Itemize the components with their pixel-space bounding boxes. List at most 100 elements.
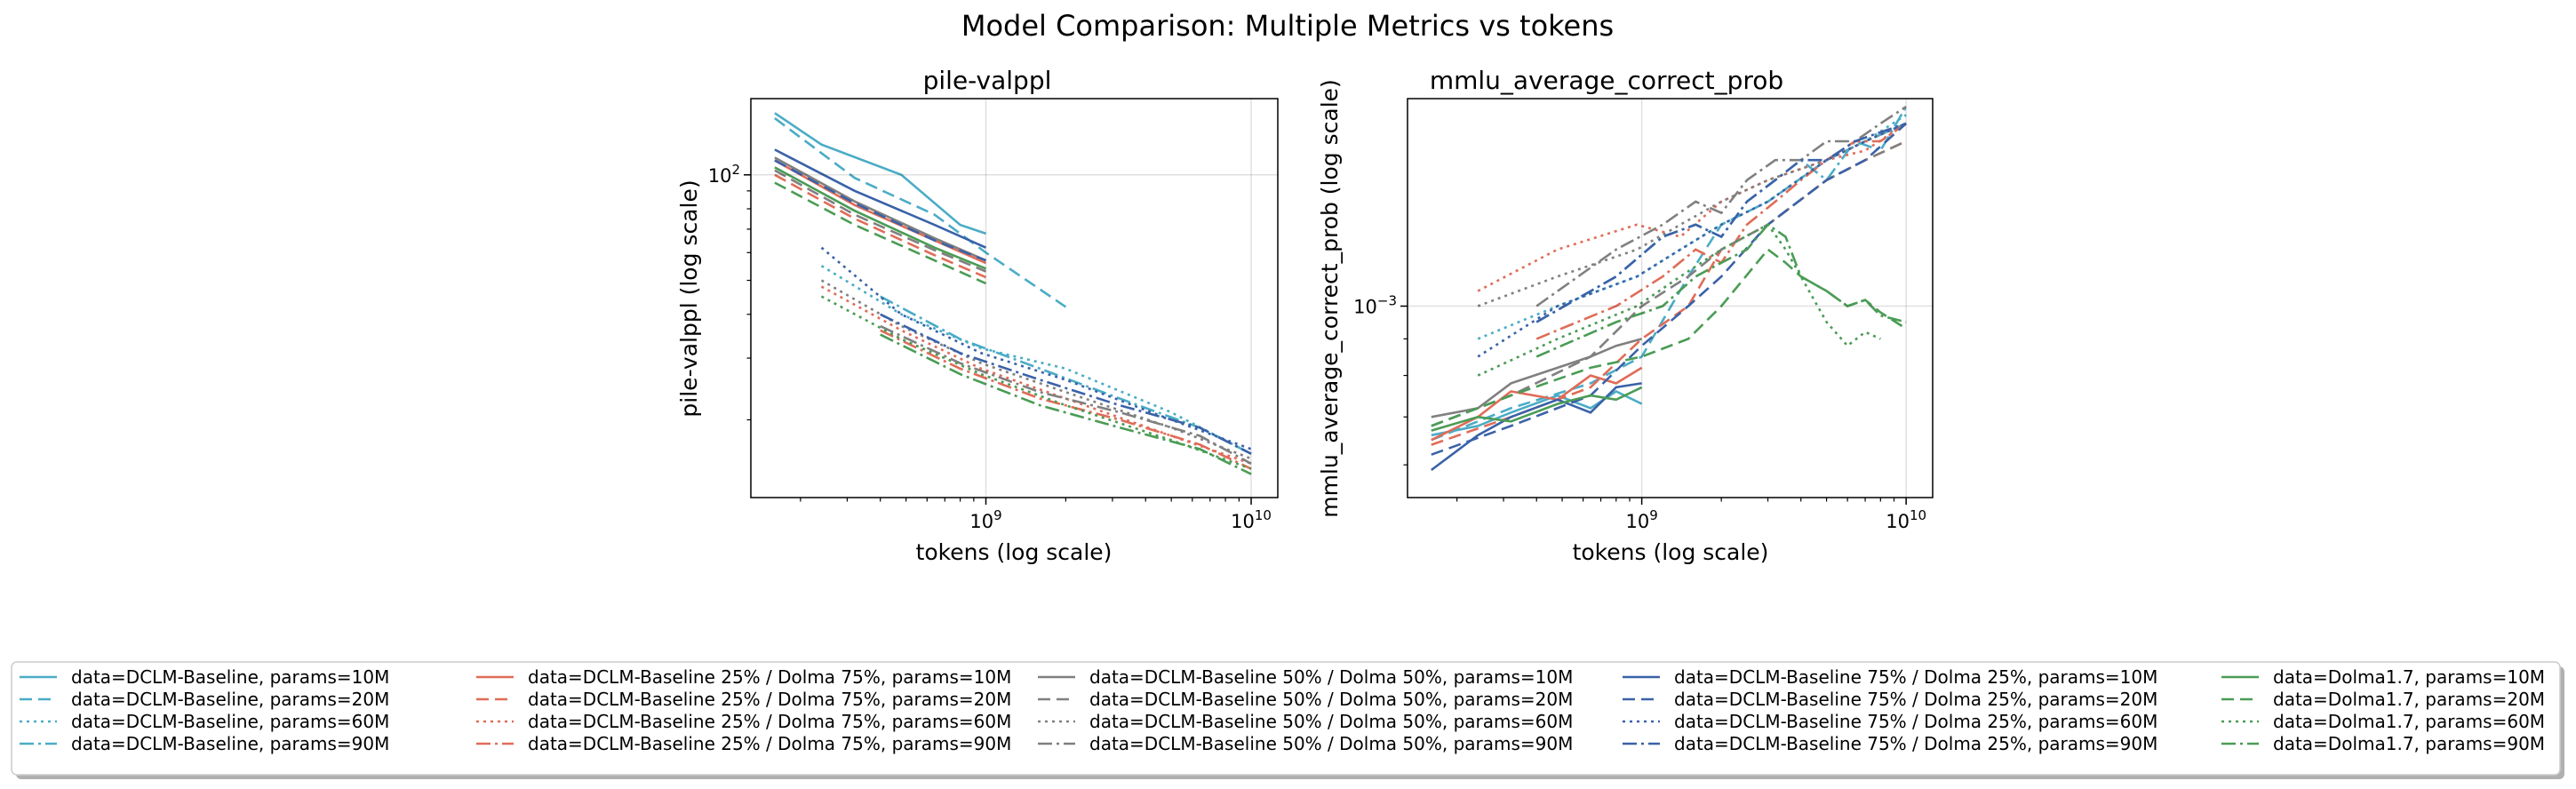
- legend-entry-dolma1-7-10m: data=Dolma1.7, params=10M: [2221, 666, 2545, 688]
- series-line-pile-valppl-dclm-baseline-60m: [820, 265, 1252, 455]
- legend-entry-dclm-baseline-25-dolma-75-90m: data=DCLM-Baseline 25% / Dolma 75%, para…: [476, 733, 1011, 754]
- legend-label: data=Dolma1.7, params=60M: [2273, 711, 2545, 732]
- series-line-pile-valppl-dclm-baseline-75-dolma-25-90m: [880, 313, 1252, 455]
- y-axis-label-mmlu-average-correct-prob: mmlu_average_correct_prob (log scale): [1317, 79, 1343, 518]
- y-tick-label: 102: [708, 162, 740, 187]
- series-line-pile-valppl-dclm-baseline-75-dolma-25-20m: [774, 159, 986, 262]
- legend-entry-dclm-baseline-75-dolma-25-10m: data=DCLM-Baseline 75% / Dolma 25%, para…: [1623, 666, 2157, 688]
- legend-entry-dclm-baseline-25-dolma-75-60m: data=DCLM-Baseline 25% / Dolma 75%, para…: [476, 711, 1011, 732]
- legend-entry-dclm-baseline-25-dolma-75-20m: data=DCLM-Baseline 25% / Dolma 75%, para…: [476, 689, 1011, 710]
- legend-label: data=DCLM-Baseline 50% / Dolma 50%, para…: [1089, 689, 1573, 710]
- legend-entry-dclm-baseline-50-dolma-50-90m: data=DCLM-Baseline 50% / Dolma 50%, para…: [1038, 733, 1573, 754]
- series-line-mmlu-average-correct-prob-dclm-baseline-50-dolma-50-10m: [1431, 338, 1642, 418]
- legend-entry-dolma1-7-20m: data=Dolma1.7, params=20M: [2221, 689, 2545, 710]
- x-tick-label: 109: [1625, 507, 1657, 532]
- legend-label: data=DCLM-Baseline 25% / Dolma 75%, para…: [528, 666, 1011, 688]
- legend-label: data=DCLM-Baseline 75% / Dolma 25%, para…: [1674, 689, 2157, 710]
- legend-entry-dclm-baseline-90m: data=DCLM-Baseline, params=90M: [20, 733, 389, 754]
- legend-entry-dclm-baseline-75-dolma-25-90m: data=DCLM-Baseline 75% / Dolma 25%, para…: [1623, 733, 2157, 754]
- figure-title: Model Comparison: Multiple Metrics vs to…: [961, 9, 1614, 43]
- x-tick-label: 1010: [1886, 507, 1926, 532]
- legend-label: data=DCLM-Baseline 75% / Dolma 25%, para…: [1674, 733, 2157, 754]
- grid-mmlu-average-correct-prob: [1408, 99, 1933, 498]
- series-line-pile-valppl-dclm-baseline-10m: [774, 112, 986, 235]
- series-line-mmlu-average-correct-prob-dclm-baseline-10m: [1431, 390, 1643, 437]
- y-axis-label-pile-valppl: pile-valppl (log scale): [676, 179, 702, 417]
- legend-entry-dolma1-7-60m: data=Dolma1.7, params=60M: [2221, 711, 2545, 732]
- series-line-pile-valppl-dolma1-7-10m: [774, 166, 986, 270]
- series-line-pile-valppl-dclm-baseline-20m: [774, 117, 1067, 308]
- legend-entry-dolma1-7-90m: data=Dolma1.7, params=90M: [2221, 733, 2545, 754]
- legend-label: data=DCLM-Baseline 25% / Dolma 75%, para…: [528, 733, 1011, 754]
- series-line-mmlu-average-correct-prob-dclm-baseline-50-dolma-50-90m: [1535, 106, 1907, 307]
- x-axis-label-mmlu-average-correct-prob: tokens (log scale): [1573, 539, 1769, 565]
- plot-area-mmlu-average-correct-prob: [1407, 98, 1934, 498]
- legend-label: data=Dolma1.7, params=10M: [2273, 666, 2545, 688]
- legend-label: data=DCLM-Baseline, params=60M: [71, 711, 389, 732]
- series-line-pile-valppl-dolma1-7-20m: [774, 181, 987, 285]
- x-axis-label-pile-valppl: tokens (log scale): [916, 539, 1113, 565]
- legend-entry-dclm-baseline-75-dolma-25-20m: data=DCLM-Baseline 75% / Dolma 25%, para…: [1623, 689, 2157, 710]
- grid-pile-valppl: [751, 99, 1278, 498]
- series-line-mmlu-average-correct-prob-dclm-baseline-50-dolma-50-60m: [1477, 122, 1907, 307]
- series-line-mmlu-average-correct-prob-dclm-baseline-75-dolma-25-20m: [1431, 123, 1907, 456]
- legend-label: data=DCLM-Baseline 50% / Dolma 50%, para…: [1089, 666, 1573, 688]
- legend-label: data=DCLM-Baseline, params=10M: [71, 666, 389, 688]
- x-tick-label: 109: [969, 507, 1001, 532]
- series-line-pile-valppl-dclm-baseline-90m: [880, 295, 1252, 455]
- ticks-mmlu-average-correct-prob: 109 1010 10−3: [1353, 293, 1926, 532]
- legend-entry-dclm-baseline-50-dolma-50-60m: data=DCLM-Baseline 50% / Dolma 50%, para…: [1038, 711, 1573, 732]
- series-line-pile-valppl-dclm-baseline-25-dolma-75-20m: [774, 173, 987, 279]
- legend-entry-dclm-baseline-20m: data=DCLM-Baseline, params=20M: [20, 689, 389, 710]
- series-line-mmlu-average-correct-prob-dclm-baseline-25-dolma-75-60m: [1477, 122, 1907, 292]
- legend-label: data=DCLM-Baseline 75% / Dolma 25%, para…: [1674, 666, 2157, 688]
- series-line-pile-valppl-dolma1-7-60m: [820, 295, 1252, 470]
- legend-label: data=DCLM-Baseline, params=90M: [71, 733, 389, 754]
- series-line-pile-valppl-dclm-baseline-50-dolma-50-20m: [774, 169, 986, 273]
- series-line-mmlu-average-correct-prob-dclm-baseline-25-dolma-75-90m: [1535, 122, 1907, 340]
- legend-entry-dclm-baseline-50-dolma-50-10m: data=DCLM-Baseline 50% / Dolma 50%, para…: [1038, 666, 1573, 688]
- panel-title-mmlu-average-correct-prob: mmlu_average_correct_prob: [1430, 66, 1783, 95]
- panel-title-pile-valppl: pile-valppl: [923, 66, 1052, 95]
- panel-pile-valppl: pile-valppl 109 1010 102 tokens (log scale…: [676, 66, 1279, 565]
- legend-entries: data=DCLM-Baseline, params=10Mdata=DCLM-…: [20, 666, 2545, 754]
- legend-box: [11, 661, 2561, 776]
- legend-label: data=DCLM-Baseline 25% / Dolma 75%, para…: [528, 711, 1011, 732]
- legend: data=DCLM-Baseline, params=10Mdata=DCLM-…: [11, 661, 2564, 779]
- legend-label: data=Dolma1.7, params=90M: [2273, 733, 2545, 754]
- series-line-mmlu-average-correct-prob-dolma1-7-20m: [1431, 248, 1907, 427]
- legend-label: data=DCLM-Baseline 25% / Dolma 75%, para…: [528, 689, 1011, 710]
- series-line-pile-valppl-dclm-baseline-75-dolma-25-10m: [774, 148, 987, 249]
- series-lines-pile-valppl: [774, 112, 1252, 475]
- series-lines-mmlu-average-correct-prob: [1431, 106, 1908, 472]
- legend-entry-dclm-baseline-10m: data=DCLM-Baseline, params=10M: [20, 666, 389, 688]
- legend-label: data=DCLM-Baseline 50% / Dolma 50%, para…: [1089, 733, 1573, 754]
- series-line-pile-valppl-dclm-baseline-25-dolma-75-60m: [820, 285, 1252, 466]
- ticks-pile-valppl: 109 1010 102: [708, 162, 1272, 532]
- series-line-pile-valppl-dclm-baseline-50-dolma-50-10m: [774, 156, 987, 262]
- series-line-pile-valppl-dolma1-7-90m: [880, 333, 1252, 475]
- legend-label: data=Dolma1.7, params=20M: [2273, 689, 2545, 710]
- series-line-mmlu-average-correct-prob-dclm-baseline-75-dolma-25-90m: [1535, 122, 1907, 323]
- legend-entry-dclm-baseline-50-dolma-50-20m: data=DCLM-Baseline 50% / Dolma 50%, para…: [1038, 689, 1573, 710]
- series-line-pile-valppl-dclm-baseline-50-dolma-50-90m: [880, 324, 1252, 465]
- legend-entry-dclm-baseline-75-dolma-25-60m: data=DCLM-Baseline 75% / Dolma 25%, para…: [1623, 711, 2157, 732]
- series-line-mmlu-average-correct-prob-dclm-baseline-50-dolma-50-20m: [1431, 139, 1907, 427]
- legend-label: data=DCLM-Baseline 75% / Dolma 25%, para…: [1674, 711, 2157, 732]
- series-line-pile-valppl-dclm-baseline-75-dolma-25-60m: [820, 246, 1252, 450]
- series-line-mmlu-average-correct-prob-dclm-baseline-75-dolma-25-10m: [1431, 382, 1642, 472]
- series-line-mmlu-average-correct-prob-dclm-baseline-20m: [1431, 122, 1907, 442]
- legend-entry-dclm-baseline-60m: data=DCLM-Baseline, params=60M: [20, 711, 389, 732]
- legend-label: data=DCLM-Baseline, params=20M: [71, 689, 389, 710]
- plot-area-pile-valppl: [750, 98, 1279, 498]
- x-tick-label: 1010: [1231, 507, 1272, 532]
- series-line-mmlu-average-correct-prob-dolma1-7-90m: [1535, 223, 1907, 358]
- series-line-mmlu-average-correct-prob-dolma1-7-60m: [1477, 223, 1881, 377]
- legend-entry-dclm-baseline-25-dolma-75-10m: data=DCLM-Baseline 25% / Dolma 75%, para…: [476, 666, 1011, 688]
- series-line-pile-valppl-dclm-baseline-25-dolma-75-90m: [880, 329, 1252, 470]
- y-tick-label: 10−3: [1353, 293, 1397, 318]
- panel-mmlu-average-correct-prob: mmlu_average_correct_prob 109 1010 10−3 to…: [1317, 66, 1934, 565]
- legend-label: data=DCLM-Baseline 50% / Dolma 50%, para…: [1089, 711, 1573, 732]
- series-line-mmlu-average-correct-prob-dolma1-7-10m: [1431, 386, 1643, 432]
